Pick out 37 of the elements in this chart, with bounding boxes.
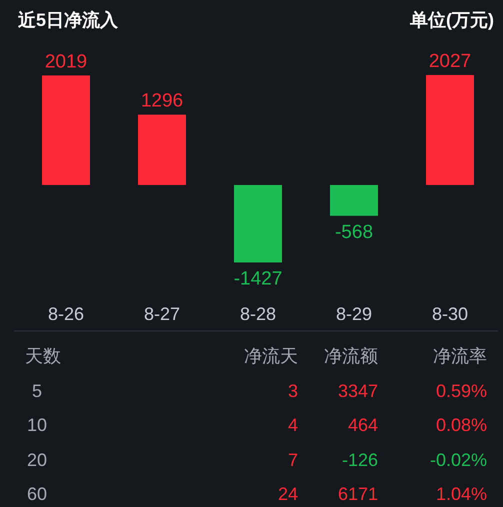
x-tick-label: 8-29 [336, 304, 372, 324]
x-tick-label: 8-27 [144, 304, 180, 324]
chart-title: 近5日净流入 [17, 10, 120, 30]
bar [330, 185, 378, 216]
text: 24 [278, 484, 298, 504]
data-label: 2019 [44, 51, 88, 72]
text: 0.59% [436, 381, 487, 401]
text: 6171 [338, 484, 378, 504]
text: 0.08% [436, 415, 487, 435]
category-label: 60 [26, 484, 48, 504]
chart-subtitle: 单位(万元) [409, 10, 494, 30]
category-label: 天数 [25, 346, 61, 366]
category-label: 20 [26, 450, 48, 470]
data-label: -1427 [234, 268, 282, 290]
category-label: 净流天 [244, 346, 298, 366]
text: 1.04% [436, 484, 487, 504]
x-tick-label: 8-26 [48, 304, 84, 324]
data-label: 1296 [140, 90, 184, 112]
text: -0.02% [430, 450, 487, 470]
category-label: 5 [32, 381, 42, 401]
text: 4 [288, 415, 298, 435]
category-label: 净流率 [433, 346, 487, 366]
x-tick-label: 8-30 [432, 304, 468, 324]
bar [234, 185, 282, 262]
category-label: 10 [26, 415, 48, 435]
bar [42, 75, 90, 185]
bar [426, 75, 474, 185]
text: 7 [288, 450, 298, 470]
data-label: 2027 [428, 51, 472, 72]
text: -126 [342, 450, 378, 470]
text: 3 [288, 381, 298, 401]
bar [138, 114, 186, 185]
data-label: -568 [334, 222, 374, 243]
x-tick-label: 8-28 [240, 304, 276, 324]
category-label: 净流额 [324, 346, 378, 366]
text: 3347 [338, 381, 378, 401]
text: 464 [348, 415, 378, 435]
